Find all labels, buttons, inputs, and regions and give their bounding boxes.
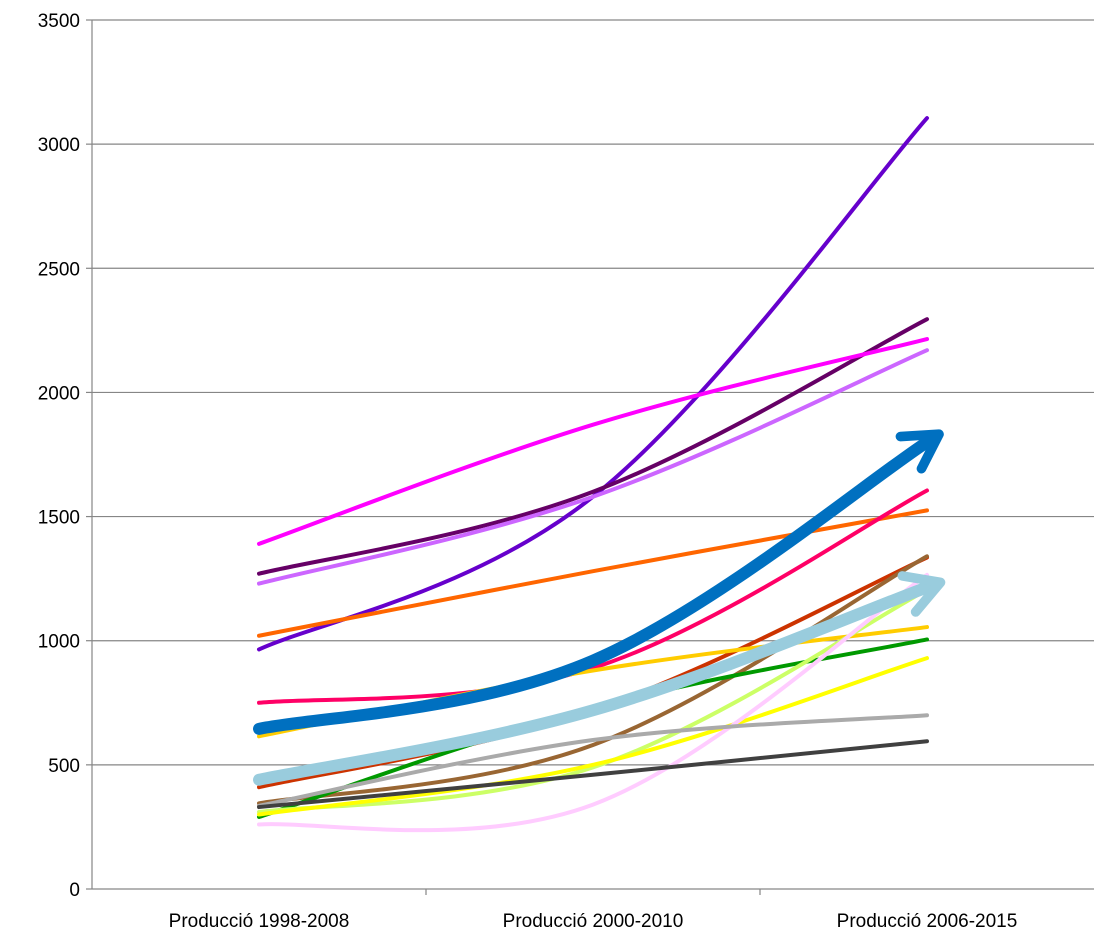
series-line — [257, 488, 929, 705]
y-tick-label: 1000 — [38, 632, 80, 653]
axes — [86, 19, 1094, 895]
y-tick-label: 3000 — [38, 135, 80, 156]
series-line — [257, 713, 929, 808]
y-tick-label: 0 — [69, 880, 80, 901]
series-line — [257, 337, 929, 546]
x-tick-labels: Producció 1998-2008 Producció 2000-2010 Pr… — [169, 911, 1018, 932]
y-tick-label: 2500 — [38, 259, 80, 280]
series-lines — [253, 116, 946, 833]
y-tick-label: 1500 — [38, 508, 80, 529]
x-tick-label: Producció 1998-2008 — [169, 911, 350, 932]
y-tick-label: 3500 — [38, 11, 80, 32]
series-line — [257, 572, 929, 833]
y-tick-labels: 0 500 1000 1500 2000 2500 3000 3500 — [38, 11, 80, 901]
gridlines — [92, 19, 1094, 766]
y-tick-label: 2000 — [38, 383, 80, 404]
y-tick-label: 500 — [48, 756, 80, 777]
series-line — [257, 317, 929, 576]
series-line — [257, 554, 929, 806]
series-line — [257, 656, 929, 817]
series-line — [253, 429, 944, 735]
series-line — [253, 571, 946, 786]
series-line — [257, 508, 929, 638]
series-line — [257, 348, 929, 586]
x-tick-label: Producció 2006-2015 — [837, 911, 1018, 932]
series-line — [257, 739, 929, 810]
x-tick-label: Producció 2000-2010 — [503, 911, 684, 932]
